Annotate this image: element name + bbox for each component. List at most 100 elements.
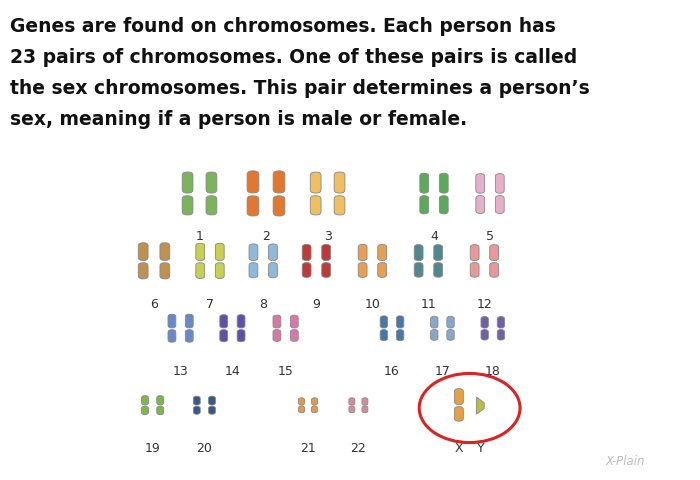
FancyBboxPatch shape [273,196,285,216]
FancyBboxPatch shape [141,406,148,415]
FancyBboxPatch shape [237,330,245,342]
FancyBboxPatch shape [380,330,388,341]
FancyBboxPatch shape [247,171,259,193]
FancyBboxPatch shape [220,315,228,328]
FancyBboxPatch shape [454,389,463,405]
FancyBboxPatch shape [139,263,148,279]
Text: 14: 14 [225,365,240,378]
FancyBboxPatch shape [496,174,504,193]
FancyBboxPatch shape [310,196,321,215]
FancyBboxPatch shape [298,398,304,405]
Text: 5: 5 [486,230,494,243]
FancyBboxPatch shape [216,243,224,261]
FancyBboxPatch shape [496,196,504,214]
FancyBboxPatch shape [247,196,259,216]
Text: 13: 13 [173,365,188,378]
FancyBboxPatch shape [380,316,388,328]
Text: 16: 16 [384,365,400,378]
Text: 11: 11 [421,298,436,311]
FancyBboxPatch shape [420,173,428,193]
FancyBboxPatch shape [396,316,404,328]
Text: 17: 17 [435,365,450,378]
Text: Y: Y [477,442,484,455]
FancyBboxPatch shape [362,398,368,405]
FancyBboxPatch shape [420,196,428,214]
FancyBboxPatch shape [414,263,423,277]
FancyBboxPatch shape [249,244,258,261]
FancyBboxPatch shape [186,330,193,342]
Text: 9: 9 [312,298,321,311]
FancyBboxPatch shape [273,330,281,341]
FancyBboxPatch shape [157,406,164,415]
FancyBboxPatch shape [447,316,454,328]
FancyBboxPatch shape [237,315,245,328]
FancyBboxPatch shape [302,263,311,277]
Text: 12: 12 [477,298,492,311]
FancyBboxPatch shape [273,171,285,193]
Text: 23 pairs of chromosomes. One of these pairs is called: 23 pairs of chromosomes. One of these pa… [10,48,577,67]
FancyBboxPatch shape [334,196,345,215]
FancyBboxPatch shape [139,243,148,261]
FancyBboxPatch shape [269,244,277,261]
FancyBboxPatch shape [476,174,484,193]
FancyBboxPatch shape [206,196,217,215]
FancyBboxPatch shape [362,406,368,413]
Text: 15: 15 [278,365,293,378]
FancyBboxPatch shape [209,406,216,414]
FancyBboxPatch shape [497,317,505,328]
FancyBboxPatch shape [440,196,448,214]
FancyBboxPatch shape [209,396,216,405]
FancyBboxPatch shape [141,396,148,405]
Text: 21: 21 [300,442,316,455]
Text: the sex chromosomes. This pair determines a person’s: the sex chromosomes. This pair determine… [10,79,589,98]
FancyBboxPatch shape [160,263,170,279]
Text: 6: 6 [150,298,158,311]
FancyBboxPatch shape [440,173,448,193]
FancyBboxPatch shape [186,314,193,328]
Text: 4: 4 [430,230,438,243]
FancyBboxPatch shape [414,245,423,261]
FancyBboxPatch shape [182,196,193,215]
FancyBboxPatch shape [434,245,442,261]
FancyBboxPatch shape [193,406,200,414]
Text: sex, meaning if a person is male or female.: sex, meaning if a person is male or fema… [10,110,467,130]
FancyBboxPatch shape [358,263,367,277]
FancyBboxPatch shape [430,316,438,328]
FancyBboxPatch shape [481,317,489,328]
FancyBboxPatch shape [206,172,217,193]
FancyBboxPatch shape [349,406,355,413]
FancyBboxPatch shape [220,330,228,342]
Text: 19: 19 [145,442,160,455]
FancyBboxPatch shape [302,244,311,261]
FancyBboxPatch shape [312,406,318,413]
Text: 1: 1 [195,230,204,243]
Text: 3: 3 [323,230,332,243]
FancyBboxPatch shape [290,330,298,341]
FancyBboxPatch shape [290,315,298,328]
FancyBboxPatch shape [196,243,204,261]
Text: X: X [454,442,463,455]
Text: 22: 22 [351,442,366,455]
FancyBboxPatch shape [193,396,200,405]
FancyBboxPatch shape [396,330,404,341]
FancyBboxPatch shape [476,196,484,214]
FancyBboxPatch shape [470,245,479,261]
FancyBboxPatch shape [470,263,479,277]
FancyBboxPatch shape [249,263,258,278]
Text: X-Plain: X-Plain [606,455,645,468]
Text: Genes are found on chromosomes. Each person has: Genes are found on chromosomes. Each per… [10,17,556,36]
FancyBboxPatch shape [310,172,321,193]
FancyBboxPatch shape [481,330,489,340]
FancyBboxPatch shape [490,245,498,261]
FancyBboxPatch shape [378,244,386,261]
FancyBboxPatch shape [349,398,355,405]
FancyBboxPatch shape [298,406,304,413]
FancyBboxPatch shape [312,398,318,405]
Text: 8: 8 [259,298,267,311]
FancyBboxPatch shape [322,244,330,261]
FancyBboxPatch shape [454,407,463,421]
FancyBboxPatch shape [322,263,330,277]
FancyBboxPatch shape [168,330,176,342]
FancyBboxPatch shape [447,330,454,340]
Text: 7: 7 [206,298,214,311]
